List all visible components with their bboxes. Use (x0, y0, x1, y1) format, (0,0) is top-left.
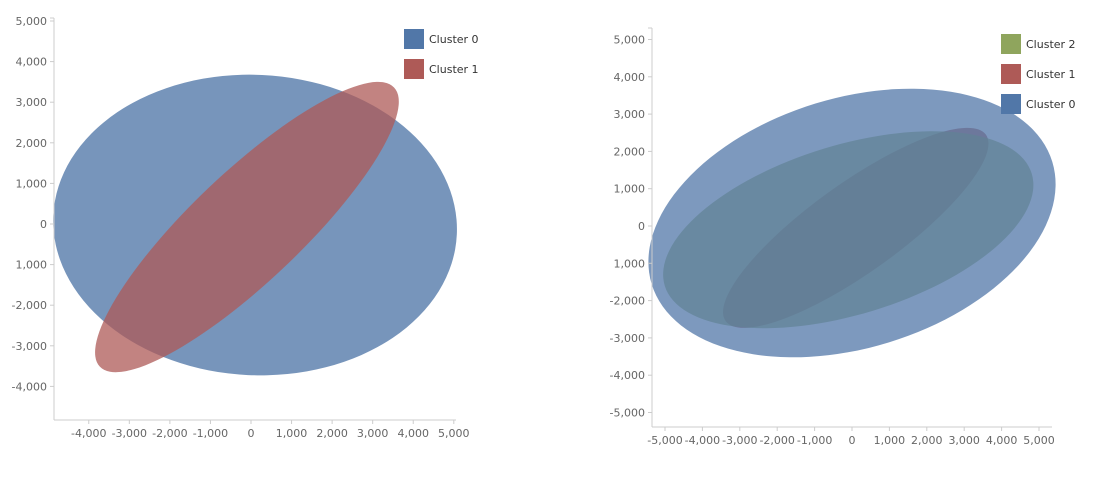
y-tick-label: 4,000 (614, 71, 646, 84)
y-tick-label: 2,000 (16, 137, 48, 150)
x-tick-label: 0 (849, 434, 856, 447)
x-tick-label: -2,000 (152, 427, 187, 440)
y-tick-label: 2,000 (614, 145, 646, 158)
y-tick-label: 0 (638, 220, 645, 233)
x-tick-label: -3,000 (112, 427, 147, 440)
y-tick-label: 1,000 (16, 177, 48, 190)
y-tick-label: -2,000 (610, 295, 645, 308)
legend-label: Cluster 1 (1026, 68, 1076, 81)
x-tick-label: -5,000 (647, 434, 682, 447)
y-tick-label: 5,000 (16, 15, 48, 28)
chart-1: 5,0004,0003,0002,0001,00001,000-2,000-3,… (610, 27, 1076, 447)
x-tick-label: 3,000 (357, 427, 389, 440)
x-tick-label: -4,000 (71, 427, 106, 440)
x-tick-label: -1,000 (797, 434, 832, 447)
x-tick-label: -3,000 (722, 434, 757, 447)
y-tick-label: -4,000 (12, 380, 47, 393)
legend-swatch (1001, 64, 1021, 84)
legend-swatch (1001, 34, 1021, 54)
y-tick-label: -3,000 (610, 332, 645, 345)
y-tick-label: 4,000 (16, 56, 48, 69)
legend-swatch (404, 59, 424, 79)
cluster-ellipse-cluster-0 (648, 88, 1056, 358)
chart-0: 5,000 4,000 3,000 2,000 1,000 0 1,000 -2,000 -3,… (12, 15, 479, 440)
y-tick-label: 5,000 (614, 34, 646, 47)
legend-label: Cluster 2 (1026, 38, 1076, 51)
x-tick-label: -4,000 (685, 434, 720, 447)
x-tick-label: 2,000 (316, 427, 348, 440)
x-tick-label: 5,000 (438, 427, 470, 440)
legend-swatch (404, 29, 424, 49)
y-tick-label: -5,000 (610, 407, 645, 420)
y-tick-label: -2,000 (12, 299, 47, 312)
x-tick-label: 2,000 (911, 434, 943, 447)
x-tick-label: 5,000 (1023, 434, 1055, 447)
y-tick-label: 3,000 (614, 108, 646, 121)
x-tick-label: 0 (248, 427, 255, 440)
y-tick-label: 1,000 (614, 257, 646, 270)
cluster-ellipse-cluster-1 (95, 81, 399, 373)
y-tick-label: 0 (40, 218, 47, 231)
y-tick-label: 3,000 (16, 96, 48, 109)
legend-label: Cluster 1 (429, 63, 479, 76)
y-tick-label: -3,000 (12, 340, 47, 353)
x-tick-label: 4,000 (986, 434, 1018, 447)
x-tick-label: -2,000 (759, 434, 794, 447)
legend-label: Cluster 0 (429, 33, 479, 46)
y-tick-label: 1,000 (16, 259, 48, 272)
x-tick-label: 4,000 (397, 427, 429, 440)
x-tick-label: 3,000 (948, 434, 980, 447)
x-tick-label: -1,000 (193, 427, 228, 440)
legend-swatch (1001, 94, 1021, 114)
legend-label: Cluster 0 (1026, 98, 1076, 111)
x-tick-label: 1,000 (276, 427, 308, 440)
x-tick-label: 1,000 (874, 434, 906, 447)
y-tick-label: 1,000 (614, 183, 646, 196)
y-tick-label: -4,000 (610, 369, 645, 382)
